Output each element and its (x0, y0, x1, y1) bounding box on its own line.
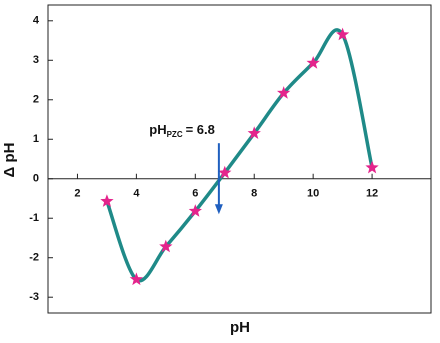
data-marker (247, 126, 261, 139)
x-tick-label: 12 (366, 188, 378, 200)
data-line (105, 28, 374, 283)
data-marker (277, 86, 291, 99)
y-tick-label: 3 (33, 54, 39, 66)
data-marker (218, 165, 232, 179)
annotation-suffix: = 6.8 (186, 123, 215, 138)
data-marker (336, 27, 350, 41)
data-marker (100, 194, 114, 207)
x-axis-title: pH (230, 319, 250, 336)
y-tick-label: 4 (33, 15, 40, 27)
y-tick-label: -2 (29, 252, 39, 264)
y-tick-label: -1 (29, 212, 39, 224)
annotation-main: pH (149, 123, 166, 138)
y-tick-label: 2 (33, 94, 39, 106)
data-marker (129, 272, 143, 286)
data-marker (188, 204, 202, 217)
y-tick-label: 1 (33, 133, 39, 145)
annotation-arrowhead (214, 204, 223, 215)
y-tick-label: 0 (33, 173, 39, 185)
data-marker (306, 56, 320, 69)
annotation-text: pHPZC = 6.8 (149, 123, 215, 140)
x-tick-label: 4 (133, 188, 140, 200)
annotation-subscript: PZC (167, 130, 183, 139)
y-axis-title: Δ pH (1, 143, 18, 178)
data-marker (159, 239, 173, 253)
y-tick-label: -3 (29, 291, 39, 303)
x-tick-label: 6 (192, 188, 198, 200)
plot-frame (47, 4, 432, 314)
x-tick-label: 8 (251, 188, 257, 200)
x-tick-label: 10 (307, 188, 319, 200)
data-marker (365, 160, 379, 174)
x-tick-label: 2 (74, 188, 80, 200)
